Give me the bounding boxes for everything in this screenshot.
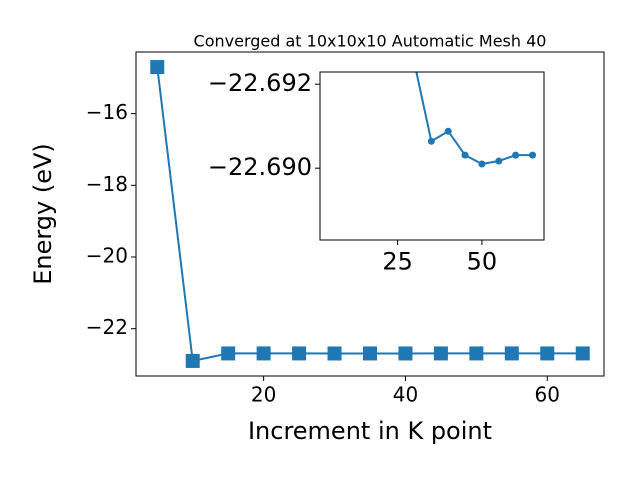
data-point [433, 346, 448, 361]
data-point [292, 346, 307, 361]
y-tick-label: −22.690 [208, 153, 312, 181]
y-tick-label: −22.692 [208, 69, 312, 97]
x-tick-label: 50 [467, 247, 498, 275]
data-point [256, 346, 271, 361]
y-tick-label: −16 [86, 100, 128, 124]
axes-frame [319, 71, 545, 241]
data-point [150, 60, 165, 75]
data-point [495, 157, 503, 165]
plot-clip [150, 60, 590, 368]
chart-title: Converged at 10x10x10 Automatic Mesh 40 [194, 32, 547, 51]
data-point [540, 346, 555, 361]
x-axis-label: Increment in K point [248, 417, 492, 445]
y-axis-label: Energy (eV) [29, 143, 57, 285]
y-tick-label: −18 [86, 172, 128, 196]
plot-clip [415, 72, 537, 168]
x-tick-label: 20 [251, 383, 276, 407]
data-point [529, 151, 537, 159]
data-point [427, 137, 435, 145]
data-point [478, 160, 486, 168]
data-point [512, 151, 520, 159]
data-point [504, 346, 519, 361]
data-point [444, 127, 452, 135]
y-tick-label: −20 [86, 244, 128, 268]
x-tick-label: 25 [382, 247, 413, 275]
data-point [575, 346, 590, 361]
data-point [363, 346, 377, 361]
y-tick-label: −22 [86, 315, 128, 339]
axes-frame [135, 51, 605, 377]
data-point [185, 353, 200, 368]
x-tick-label: 60 [535, 383, 560, 407]
data-point [398, 346, 413, 361]
x-tick-label: 40 [393, 383, 418, 407]
data-point [469, 346, 484, 361]
data-point [221, 346, 236, 361]
data-point [461, 151, 469, 159]
plot-area [320, 72, 544, 240]
data-point [327, 346, 342, 361]
